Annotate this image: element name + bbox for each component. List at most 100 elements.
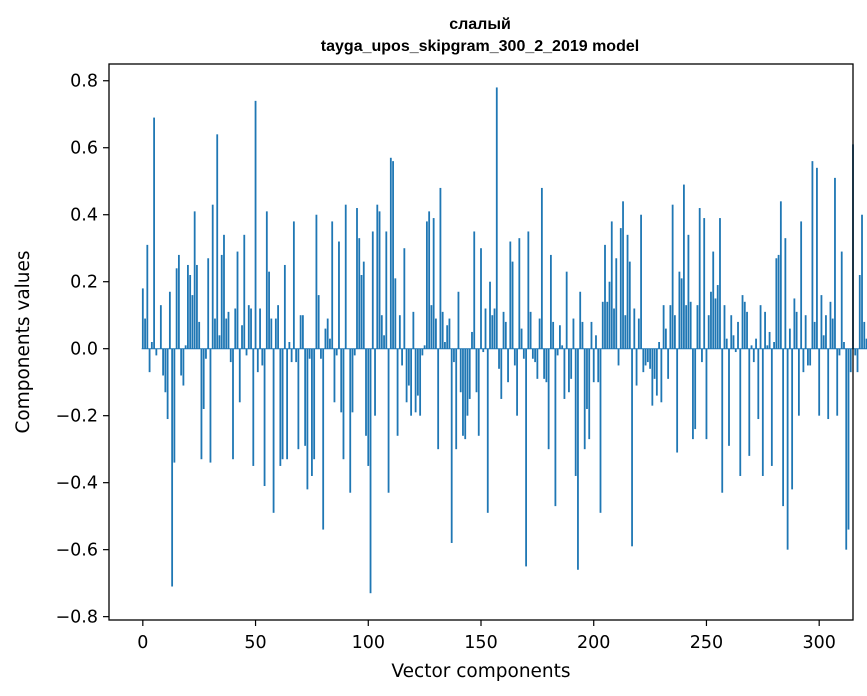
bar-69	[297, 348, 300, 450]
bar-293	[802, 348, 805, 373]
bar-76	[313, 348, 316, 460]
bar-235	[671, 204, 674, 349]
bar-181	[549, 254, 552, 349]
bar-231	[662, 305, 665, 349]
bar-85	[333, 348, 336, 403]
bar-269	[748, 348, 751, 456]
bar-144	[466, 348, 469, 416]
bar-30	[209, 348, 212, 463]
bar-262	[732, 335, 735, 349]
bar-223	[644, 348, 647, 366]
bar-54	[263, 348, 266, 487]
bar-321	[865, 338, 867, 349]
bar-257	[721, 348, 724, 493]
bar-299	[816, 167, 818, 349]
bar-31	[211, 204, 214, 349]
bar-59	[274, 318, 277, 349]
bar-114	[398, 315, 401, 349]
bar-124	[421, 348, 424, 356]
bar-196	[583, 348, 586, 450]
bar-38	[227, 311, 230, 349]
bar-4	[150, 342, 153, 349]
bar-271	[752, 348, 755, 363]
bar-127	[428, 211, 431, 349]
bar-132	[439, 187, 442, 349]
y-axis-label: Components values	[13, 250, 34, 433]
bar-156	[493, 308, 496, 349]
bar-179	[545, 348, 548, 383]
y-tick-label: −0.2	[56, 407, 99, 427]
bar-32	[214, 318, 216, 349]
bar-160	[502, 311, 505, 349]
bar-230	[660, 348, 663, 403]
bar-243	[689, 301, 692, 349]
bar-165	[513, 348, 516, 366]
bar-259	[725, 338, 728, 349]
bar-317	[856, 348, 859, 373]
bar-213	[622, 201, 624, 349]
bar-283	[779, 201, 782, 349]
bar-202	[597, 348, 600, 383]
bar-82	[326, 318, 329, 349]
y-tick-label: −0.4	[56, 474, 99, 494]
bar-151	[482, 348, 485, 353]
bar-100	[367, 348, 370, 466]
bar-216	[628, 261, 631, 349]
bar-16	[177, 254, 180, 349]
bar-225	[649, 348, 651, 369]
bar-161	[504, 321, 507, 349]
bar-309	[838, 348, 841, 356]
bar-206	[606, 301, 609, 349]
bar-96	[358, 238, 361, 349]
bar-240	[683, 184, 685, 349]
bar-289	[793, 298, 796, 349]
bar-102	[371, 231, 374, 349]
bar-117	[405, 348, 408, 403]
bar-121	[414, 348, 417, 413]
bar-290	[795, 311, 798, 349]
bar-282	[777, 254, 780, 349]
bar-135	[446, 325, 449, 349]
bar-107	[383, 335, 385, 349]
bar-211	[617, 348, 620, 366]
bar-185	[559, 325, 561, 349]
bar-215	[626, 234, 629, 349]
bar-168	[520, 328, 523, 349]
bar-63	[283, 264, 286, 349]
bar-228	[655, 348, 658, 396]
bar-145	[468, 348, 471, 399]
y-tick-label: 0.2	[70, 273, 98, 293]
bar-149	[477, 348, 480, 436]
bar-310	[840, 251, 843, 349]
bar-200	[592, 348, 595, 383]
bar-267	[743, 301, 746, 349]
bar-84	[331, 221, 334, 349]
bar-241	[685, 305, 688, 349]
bar-274	[759, 305, 762, 349]
bar-26	[200, 348, 203, 460]
bar-319	[861, 214, 863, 349]
bar-249	[703, 218, 706, 349]
bar-207	[608, 281, 611, 349]
bar-129	[432, 218, 435, 349]
bar-43	[238, 348, 241, 403]
bar-203	[599, 348, 602, 513]
bar-146	[471, 331, 473, 349]
bar-65	[288, 342, 291, 349]
bar-14	[173, 348, 176, 463]
bar-246	[696, 305, 699, 349]
bar-51	[256, 348, 259, 373]
bar-205	[604, 244, 606, 349]
bar-224	[646, 348, 649, 363]
bar-172	[529, 311, 532, 349]
x-tick-label: 250	[690, 633, 723, 653]
y-tick-label: 0.0	[70, 340, 98, 360]
bar-199	[590, 321, 593, 349]
bar-39	[229, 348, 232, 363]
bar-87	[338, 241, 340, 349]
bar-136	[448, 318, 451, 349]
bar-296	[809, 348, 812, 366]
bar-193	[577, 348, 579, 570]
bar-221	[640, 214, 642, 349]
bar-304	[827, 348, 830, 420]
